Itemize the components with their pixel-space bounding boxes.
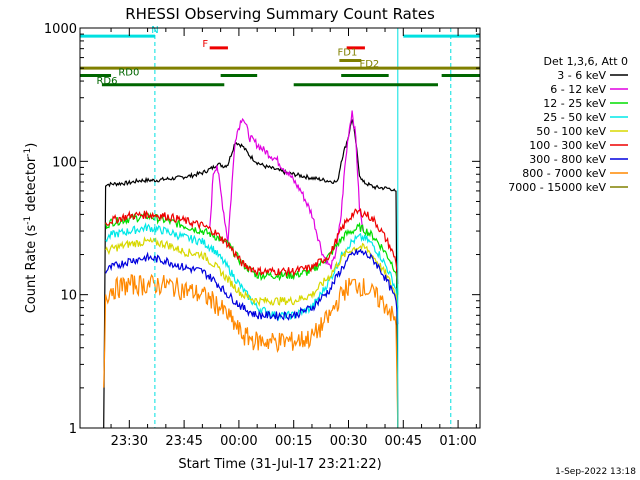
legend-header: Det 1,3,6, Att 0 xyxy=(544,55,628,68)
y-axis-label: Count Rate (s-1 detector-1) xyxy=(23,143,39,314)
footer-timestamp: 1-Sep-2022 13:18 xyxy=(555,467,636,477)
legend-label-5: 100 - 300 keV xyxy=(529,139,606,152)
x-tick-label: 00:30 xyxy=(330,434,367,449)
legend-label-6: 300 - 800 keV xyxy=(529,153,606,166)
state-label-fd2: FD2 xyxy=(359,59,379,70)
x-tick-label: 01:00 xyxy=(439,434,476,449)
plot-frame xyxy=(79,27,481,429)
legend-label-4: 50 - 100 keV xyxy=(536,125,606,138)
state-label-rd6: RD6 xyxy=(96,76,117,87)
legend-label-1: 6 - 12 keV xyxy=(550,83,606,96)
state-label-rd0: RD0 xyxy=(118,68,139,79)
x-axis-label: Start Time (31-Jul-17 23:21:22) xyxy=(178,457,381,472)
y-tick-label: 1 xyxy=(69,422,77,437)
series-line-1 xyxy=(209,110,364,270)
state-label-fd1: FD1 xyxy=(338,48,358,59)
legend-label-8: 7000 - 15000 keV xyxy=(508,181,606,194)
series-line-5 xyxy=(105,207,399,285)
state-label-f: F xyxy=(202,39,208,50)
y-tick-label: 10 xyxy=(60,289,77,304)
y-tick-label: 1000 xyxy=(44,22,77,37)
legend-label-3: 25 - 50 keV xyxy=(543,111,606,124)
x-tick-label: 23:45 xyxy=(165,434,202,449)
y-tick-label: 100 xyxy=(52,155,77,170)
state-label-n: N xyxy=(151,25,158,36)
series-line-7 xyxy=(103,273,399,429)
series-line-6 xyxy=(105,248,399,325)
legend-label-0: 3 - 6 keV xyxy=(557,69,606,82)
chart-title: RHESSI Observing Summary Count Rates xyxy=(125,5,435,23)
x-tick-label: 23:30 xyxy=(111,434,148,449)
legend-label-2: 12 - 25 keV xyxy=(543,97,606,110)
x-tick-label: 00:45 xyxy=(385,434,422,449)
legend-label-7: 800 - 7000 keV xyxy=(522,167,606,180)
x-tick-label: 00:00 xyxy=(220,434,257,449)
x-tick-label: 00:15 xyxy=(275,434,312,449)
